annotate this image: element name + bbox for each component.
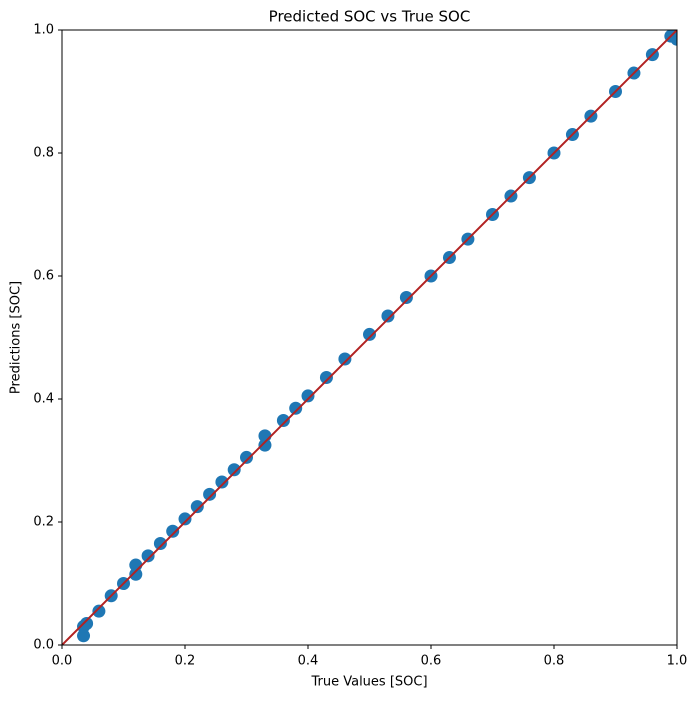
y-axis-label: Predictions [SOC] xyxy=(9,281,24,394)
point xyxy=(129,558,143,572)
y-tick-label: 0.4 xyxy=(33,392,54,407)
point xyxy=(203,487,217,501)
point xyxy=(153,537,167,551)
plot-area xyxy=(62,30,677,645)
chart-title: Predicted SOC vs True SOC xyxy=(269,8,471,26)
point xyxy=(258,438,272,452)
y-tick-label: 1.0 xyxy=(33,23,54,38)
point xyxy=(399,291,413,305)
point xyxy=(129,567,143,581)
point xyxy=(227,463,241,477)
point xyxy=(319,370,333,384)
reference-line xyxy=(62,30,677,645)
point xyxy=(215,475,229,489)
point xyxy=(190,500,204,514)
y-tick-label: 0.8 xyxy=(33,146,54,161)
x-tick-label: 0.8 xyxy=(544,654,565,669)
point xyxy=(276,414,290,428)
point xyxy=(92,604,106,618)
x-axis-label: True Values [SOC] xyxy=(310,675,427,690)
x-tick-label: 0.4 xyxy=(298,654,319,669)
point xyxy=(289,401,303,415)
point xyxy=(166,524,180,538)
point xyxy=(381,309,395,323)
point xyxy=(80,616,94,630)
y-tick-label: 0.2 xyxy=(33,515,54,530)
point xyxy=(301,389,315,403)
point xyxy=(77,629,91,643)
point xyxy=(240,450,253,464)
y-tick-label: 0.6 xyxy=(33,269,54,284)
point xyxy=(338,352,352,366)
x-tick-label: 0.6 xyxy=(421,654,442,669)
x-tick-label: 0.2 xyxy=(175,654,196,669)
x-tick-label: 1.0 xyxy=(667,654,688,669)
point xyxy=(363,327,376,341)
plot-frame xyxy=(61,29,678,646)
point xyxy=(141,549,155,563)
x-tick-label: 0.0 xyxy=(52,654,73,669)
point xyxy=(258,429,272,443)
point xyxy=(178,512,192,526)
y-tick-label: 0.0 xyxy=(33,638,54,653)
